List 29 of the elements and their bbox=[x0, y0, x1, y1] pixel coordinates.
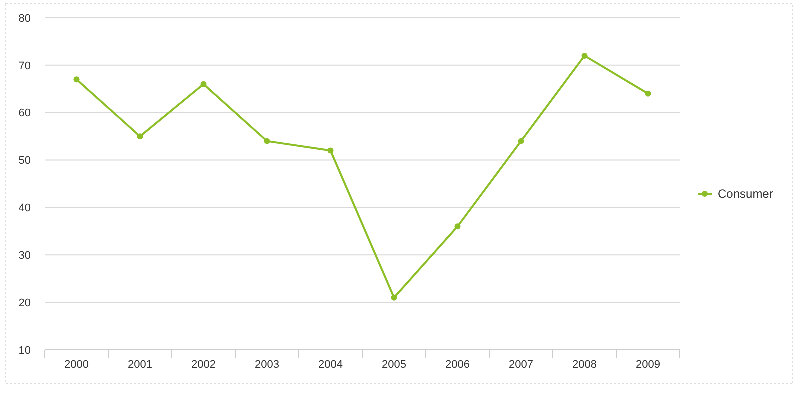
y-tick-label: 40 bbox=[18, 202, 31, 215]
point bbox=[518, 138, 524, 144]
x-tick-label: 2000 bbox=[64, 359, 89, 371]
point bbox=[264, 138, 270, 144]
legend-label: Consumer bbox=[718, 187, 774, 202]
x-tick-label: 2007 bbox=[509, 359, 534, 371]
y-tick-label: 10 bbox=[18, 344, 31, 357]
x-tick-label: 2009 bbox=[636, 359, 660, 371]
x-tick-label: 2006 bbox=[446, 359, 470, 371]
point bbox=[582, 52, 588, 59]
point bbox=[74, 76, 80, 83]
x-tick-label: 2003 bbox=[255, 359, 280, 371]
y-tick-label: 20 bbox=[18, 297, 31, 310]
x-tick-label: 2002 bbox=[192, 359, 216, 371]
x-tick-label: 2005 bbox=[382, 359, 406, 371]
y-tick-label: 60 bbox=[18, 108, 31, 120]
point bbox=[391, 294, 398, 301]
y-tick-label: 80 bbox=[18, 12, 31, 25]
point bbox=[200, 81, 207, 88]
point bbox=[328, 148, 334, 154]
y-tick-label: 50 bbox=[18, 155, 31, 168]
x-tick-label: 2001 bbox=[128, 359, 152, 371]
x-tick-label: 2004 bbox=[318, 359, 343, 371]
y-tick-label: 30 bbox=[18, 250, 31, 262]
x-tick-label: 2008 bbox=[572, 359, 597, 371]
y-tick-label: 70 bbox=[18, 60, 31, 72]
point bbox=[454, 224, 461, 230]
point bbox=[137, 134, 144, 140]
point bbox=[645, 90, 652, 97]
